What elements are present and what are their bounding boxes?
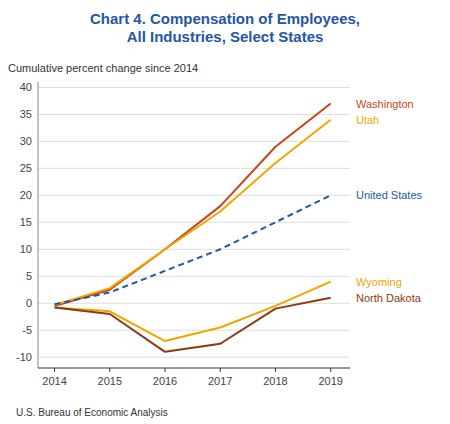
- series-line: [55, 282, 331, 341]
- series-line: [55, 298, 331, 352]
- x-tick: [330, 368, 331, 372]
- y-tick-label: 35: [20, 108, 32, 120]
- y-tick-label: 40: [20, 81, 32, 93]
- y-tick-label: 15: [20, 216, 32, 228]
- x-tick: [109, 368, 110, 372]
- x-tick: [54, 368, 55, 372]
- x-tick: [275, 368, 276, 372]
- series-line: [55, 104, 331, 306]
- series-label: United States: [356, 189, 423, 201]
- series-label: Washington: [356, 98, 414, 110]
- series-label: Wyoming: [356, 276, 402, 288]
- grid-line: [38, 114, 350, 115]
- lines: [55, 104, 331, 352]
- x-axis-line: [38, 368, 350, 369]
- y-label: Cumulative percent change since 2014: [8, 62, 198, 74]
- x-tick-label: 2016: [153, 375, 177, 387]
- x-tick-label: 2015: [98, 375, 122, 387]
- x-tick-label: 2017: [208, 375, 232, 387]
- source: U.S. Bureau of Economic Analysis: [16, 407, 168, 418]
- x-tick-label: 2018: [263, 375, 287, 387]
- title-line: All Industries, Select States: [127, 28, 324, 45]
- grid-line: [38, 168, 350, 169]
- y-axis-line: [38, 82, 39, 368]
- y-tick-label: 25: [20, 162, 32, 174]
- x-tick-label: 2019: [318, 375, 342, 387]
- grid-line: [38, 195, 350, 196]
- x-tick: [165, 368, 166, 372]
- y-tick-label: 20: [20, 189, 32, 201]
- grid-line: [38, 276, 350, 277]
- grid-line: [38, 222, 350, 223]
- series-line: [55, 120, 331, 305]
- y-tick-label: 0: [26, 297, 32, 309]
- x-tick: [220, 368, 221, 372]
- x-tick-label: 2014: [42, 375, 66, 387]
- grid-line: [38, 357, 350, 358]
- y-tick-label: -5: [22, 324, 32, 336]
- title-line: Chart 4. Compensation of Employees,: [90, 10, 360, 27]
- series-label: Utah: [356, 114, 379, 126]
- grid: [38, 87, 350, 357]
- series-line: [55, 195, 331, 304]
- y-tick-label: 30: [20, 135, 32, 147]
- y-tick-label: 5: [26, 270, 32, 282]
- y-tick-label: -10: [16, 351, 32, 363]
- chart: Chart 4. Compensation of Employees,All I…: [0, 0, 450, 424]
- y-tick-label: 10: [20, 243, 32, 255]
- series-label: North Dakota: [356, 292, 422, 304]
- grid-line: [38, 249, 350, 250]
- grid-line: [38, 330, 350, 331]
- title: Chart 4. Compensation of Employees,All I…: [90, 10, 360, 45]
- grid-line: [38, 87, 350, 88]
